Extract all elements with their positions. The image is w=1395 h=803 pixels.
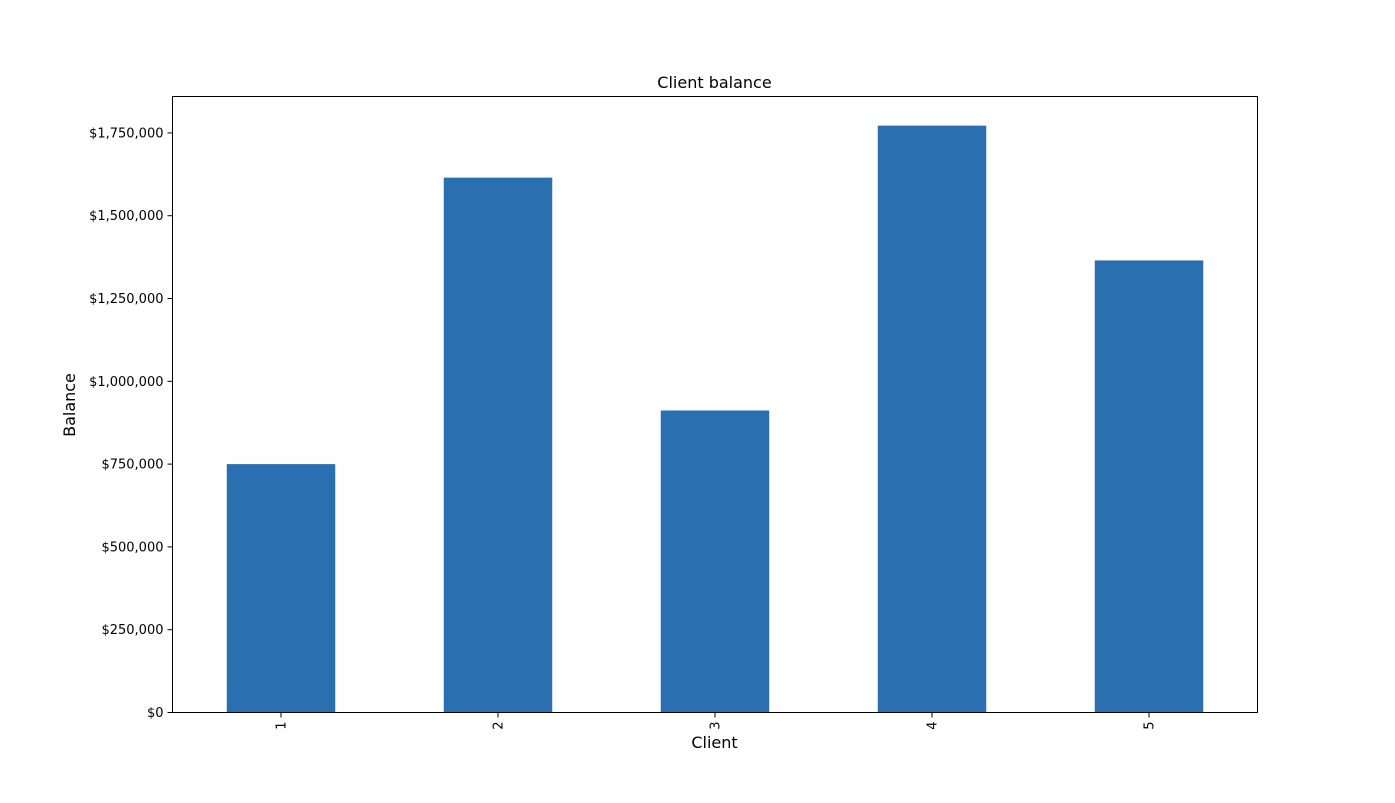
x-tick-label: 5 <box>1143 722 1158 730</box>
x-tick-label: 4 <box>926 722 941 730</box>
y-axis-ticks: $0 $250,000 $500,000 $750,000 $1,000,000 $1,2… <box>89 126 173 721</box>
plot-area-frame <box>172 96 1258 713</box>
y-tick-label: $1,000,000 <box>89 375 163 390</box>
bar-client-4 <box>877 125 987 713</box>
x-axis-label: Client <box>691 733 737 752</box>
bars-group <box>226 125 1204 713</box>
y-tick-label: $500,000 <box>101 540 163 555</box>
bar-client-3 <box>660 410 770 713</box>
x-tick-label: 3 <box>709 722 724 730</box>
bar-client-2 <box>443 177 553 713</box>
y-tick-label: $0 <box>147 706 164 721</box>
y-tick-label: $750,000 <box>101 458 163 473</box>
y-tick-label: $1,500,000 <box>89 209 163 224</box>
chart-title: Client balance <box>657 73 771 92</box>
x-tick-label: 2 <box>492 722 507 730</box>
y-tick-label: $1,750,000 <box>89 126 163 141</box>
y-tick-label: $1,250,000 <box>89 292 163 307</box>
y-tick-label: $250,000 <box>101 623 163 638</box>
bar-client-1 <box>226 464 336 713</box>
bar-client-5 <box>1094 260 1204 713</box>
x-tick-label: 1 <box>275 722 290 730</box>
y-axis-label: Balance <box>60 373 79 437</box>
x-axis-ticks: 1 2 3 4 5 <box>275 712 1158 730</box>
